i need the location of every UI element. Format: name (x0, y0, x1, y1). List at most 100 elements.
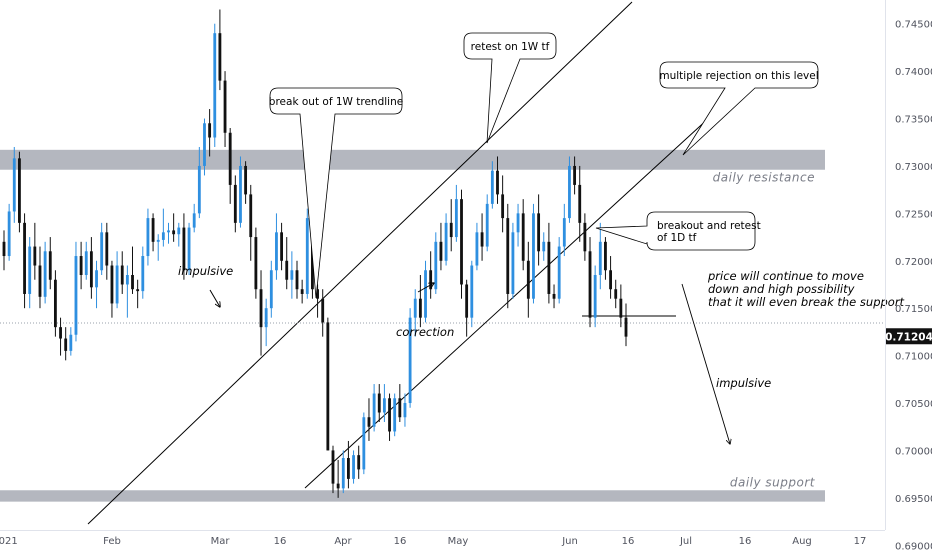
candle (316, 284, 319, 318)
candle (496, 156, 499, 204)
candle-body (562, 218, 566, 247)
candle-body (33, 246, 37, 266)
candle (609, 256, 612, 299)
candle-body (372, 393, 376, 427)
candle-body (43, 251, 47, 297)
candle (403, 393, 407, 427)
candle (233, 175, 237, 233)
candle-body (7, 211, 11, 257)
note-text: impulsive (716, 376, 771, 390)
zone-band (0, 149, 825, 170)
candle-body (177, 227, 181, 235)
candle-body (408, 317, 412, 404)
candle-body (84, 251, 88, 275)
candle (38, 246, 42, 309)
candle-body (578, 184, 582, 223)
last-price-bg (886, 328, 932, 345)
candle (321, 289, 325, 337)
candle-body (239, 165, 242, 223)
candle-body (115, 265, 119, 304)
candle (547, 222, 551, 304)
candle (23, 213, 26, 309)
candle-body (269, 270, 273, 309)
arrow (681, 283, 730, 444)
candle-body (305, 218, 309, 294)
candle-body (28, 246, 32, 294)
candle (244, 161, 248, 204)
candle (64, 327, 68, 361)
candle (74, 241, 78, 342)
candle-body (100, 232, 104, 271)
candle-body (79, 256, 83, 275)
candle-body (131, 275, 134, 290)
callout-text: of 1D tf (657, 232, 697, 244)
candle (444, 213, 448, 266)
candle-body (465, 284, 469, 318)
x-tick-label: 16 (622, 536, 635, 547)
candle (167, 222, 170, 244)
candle (136, 279, 140, 309)
candle (18, 151, 21, 233)
candle (573, 156, 577, 195)
candle-body (53, 279, 57, 328)
candle (182, 213, 186, 280)
candle (408, 308, 412, 408)
candle (418, 275, 422, 328)
candle-body (532, 213, 535, 299)
x-tick-label: May (448, 536, 469, 547)
zone-label: daily support (730, 475, 816, 489)
candle-body (2, 241, 6, 257)
candle (2, 230, 6, 271)
candle-body (249, 194, 253, 238)
candle (79, 241, 83, 290)
candle-body (357, 455, 361, 470)
zone-label: daily resistance (713, 171, 815, 185)
candle (172, 213, 176, 242)
candle (218, 9, 222, 91)
candle-body (490, 170, 494, 204)
candle-body (172, 230, 176, 235)
candle-body (223, 80, 227, 133)
candle (33, 222, 37, 280)
callout: retest on 1W tf (463, 32, 557, 144)
candle-body (12, 158, 16, 212)
candle-body (151, 218, 155, 242)
candle-body (120, 265, 124, 285)
candle-body (552, 293, 556, 299)
callout-text: retest on 1W tf (471, 41, 550, 53)
callouts-layer: break out of 1W trendline retest on 1W tf… (269, 32, 819, 299)
candle-body (444, 222, 448, 261)
candle (43, 241, 47, 304)
candle-body (516, 213, 520, 233)
candle-body (48, 251, 52, 280)
candle-body (254, 237, 258, 290)
candle (187, 222, 191, 275)
candle-body (331, 450, 335, 484)
candle-body (382, 398, 386, 413)
zones-layer: daily resistance daily support (0, 149, 825, 502)
candle (100, 222, 104, 275)
candle (552, 284, 556, 309)
candle-body (624, 317, 628, 337)
candle (53, 270, 57, 337)
candle-body (167, 230, 170, 233)
candle-body (429, 270, 433, 290)
note-text: down and high possibility (708, 282, 855, 296)
candle (28, 237, 32, 309)
candle-body (388, 398, 391, 432)
candle-body (454, 199, 458, 238)
candle-body (470, 265, 474, 318)
candle (475, 222, 479, 271)
candle-body (18, 158, 21, 223)
candle (213, 23, 217, 147)
candle-body (136, 289, 140, 292)
candle (413, 289, 417, 337)
candle (341, 450, 345, 494)
candle (146, 208, 150, 266)
